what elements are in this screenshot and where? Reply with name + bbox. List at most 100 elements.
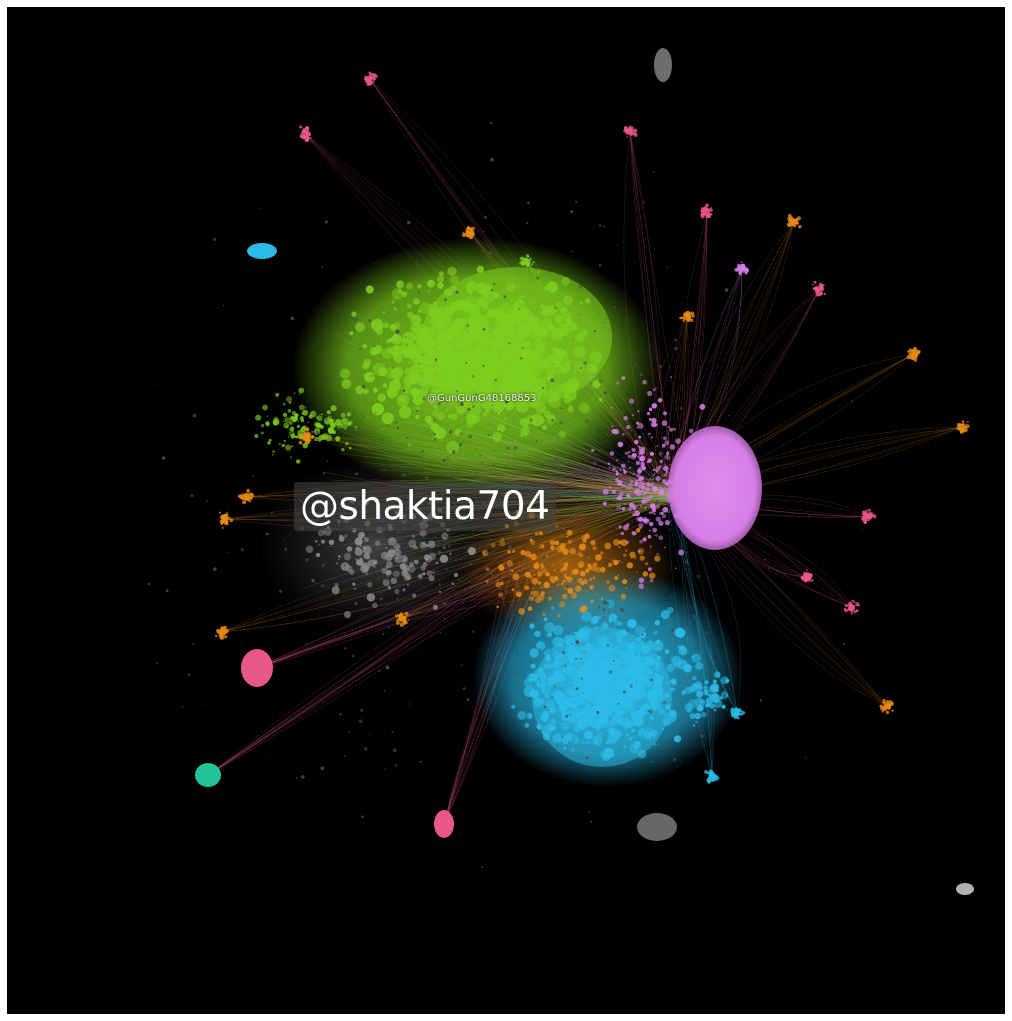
- graph-node: [528, 617, 532, 621]
- graph-node: [663, 719, 670, 726]
- graph-node: [520, 472, 524, 477]
- graph-node: [337, 425, 341, 430]
- graph-node: [725, 678, 730, 683]
- graph-node: [449, 353, 454, 358]
- graph-node: [406, 583, 409, 586]
- graph-node: [468, 434, 473, 439]
- graph-node: [414, 559, 419, 565]
- graph-node: [356, 539, 363, 545]
- graph-node: [527, 201, 530, 205]
- graph-node: [647, 567, 652, 572]
- graph-node: [607, 688, 614, 695]
- graph-node: [630, 377, 632, 379]
- graph-node: [437, 550, 442, 555]
- graph-node: [605, 599, 615, 609]
- graph-node: [265, 532, 269, 536]
- graph-node: [213, 567, 217, 571]
- graph-node: [498, 592, 504, 598]
- graph-node: [562, 527, 567, 532]
- satellite-node: [398, 618, 402, 622]
- graph-node: [575, 553, 577, 555]
- graph-node: [636, 673, 644, 681]
- graph-node: [659, 459, 663, 464]
- graph-node: [302, 409, 309, 416]
- graph-node: [403, 612, 405, 615]
- graph-node: [537, 270, 541, 274]
- graph-node: [585, 298, 591, 304]
- graph-node: [634, 710, 642, 718]
- satellite-node: [800, 575, 805, 580]
- graph-node: [661, 479, 667, 484]
- graph-node: [706, 702, 711, 707]
- graph-node: [541, 725, 552, 737]
- graph-node: [478, 380, 482, 384]
- graph-node: [565, 531, 568, 534]
- graph-node: [433, 419, 436, 422]
- graph-node: [343, 553, 352, 561]
- graph-node: [490, 573, 494, 576]
- graph-node: [573, 370, 577, 374]
- graph-node: [331, 609, 333, 611]
- graph-node: [533, 563, 540, 570]
- graph-node: [574, 510, 578, 515]
- graph-node: [660, 671, 664, 675]
- graph-node: [521, 318, 526, 322]
- graph-node: [484, 338, 491, 346]
- graph-node: [448, 342, 455, 349]
- graph-node: [265, 421, 270, 426]
- graph-node: [595, 467, 600, 471]
- satellite-node: [887, 705, 891, 710]
- graph-node: [639, 457, 643, 462]
- satellite-node: [711, 779, 714, 782]
- graph-node: [392, 367, 394, 369]
- graph-node: [240, 547, 245, 552]
- graph-node: [493, 385, 498, 391]
- graph-node: [575, 640, 580, 644]
- satellite-node: [817, 288, 822, 293]
- graph-node: [664, 440, 670, 446]
- graph-node: [428, 540, 436, 548]
- graph-node: [459, 432, 463, 435]
- graph-node: [658, 535, 664, 540]
- satellite-node: [855, 609, 859, 612]
- graph-node: [615, 527, 618, 530]
- graph-node: [515, 365, 518, 368]
- graph-edge: [629, 130, 690, 485]
- satellite-node: [908, 352, 911, 355]
- satellite-node: [532, 261, 535, 264]
- satellite-node: [872, 513, 875, 516]
- graph-node: [497, 579, 499, 582]
- graph-node: [700, 712, 707, 718]
- satellite-node: [818, 287, 821, 290]
- pink-cluster-node: [241, 649, 273, 687]
- graph-node: [357, 557, 360, 561]
- graph-node: [614, 644, 620, 649]
- graph-node: [499, 365, 501, 367]
- graph-node: [575, 657, 577, 660]
- graph-node: [335, 250, 337, 252]
- graph-node: [287, 409, 292, 413]
- graph-node: [611, 425, 614, 428]
- satellite-node: [224, 521, 228, 525]
- graph-node: [565, 688, 568, 691]
- graph-node: [465, 362, 467, 365]
- graph-node: [564, 388, 577, 401]
- graph-node: [432, 301, 438, 307]
- graph-node: [617, 432, 619, 434]
- graph-node: [660, 474, 664, 478]
- satellite-node: [398, 614, 403, 619]
- graph-node: [279, 589, 282, 593]
- graph-node: [341, 448, 345, 452]
- graph-node: [283, 412, 288, 417]
- graph-node: [410, 387, 420, 397]
- graph-node: [432, 410, 439, 417]
- graph-node: [461, 341, 470, 350]
- graph-node: [367, 582, 373, 588]
- graph-node: [538, 677, 541, 680]
- graph-node: [640, 476, 645, 481]
- graph-node: [598, 379, 603, 384]
- satellite-node: [820, 285, 824, 289]
- satellite-node: [961, 420, 965, 423]
- graph-node: [343, 564, 346, 567]
- graph-node: [667, 713, 670, 717]
